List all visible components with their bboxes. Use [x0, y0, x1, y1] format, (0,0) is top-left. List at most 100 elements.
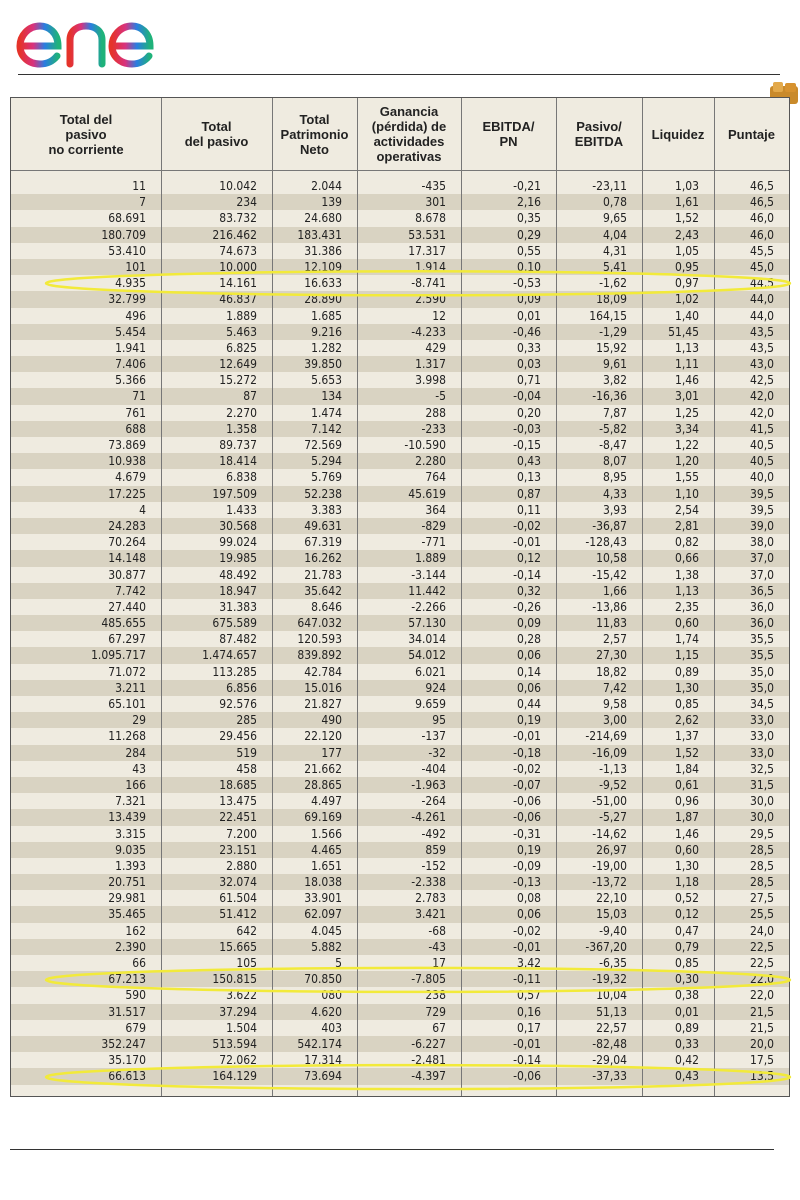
- table-cell: 288: [425, 405, 446, 420]
- table-row: 20.751 32.074 18.038 -2.338 -0,13 -13,72 1,18 2…: [11, 874, 789, 891]
- table-cell: 647.032: [297, 616, 342, 631]
- table-cell: 0,28: [516, 632, 541, 647]
- table-row: 65.101 92.576 21.827 9.659 0,44 9,58 0,85 34,5: [11, 696, 789, 712]
- table-cell: 139: [321, 195, 342, 210]
- table-cell: -82,48: [592, 1036, 627, 1051]
- table-row: 71 87 134 -5 -0,04 -16,36 3,01 42,0: [11, 388, 789, 405]
- table-cell: 31.517: [108, 1004, 146, 1019]
- column-header: Ganancia (pérdida) de actividades operat…: [371, 104, 447, 164]
- table-cell: 764: [425, 470, 446, 485]
- table-cell: 39.850: [304, 357, 342, 372]
- table-cell: 0,19: [516, 713, 541, 728]
- table-cell: 729: [425, 1004, 446, 1019]
- table-cell: 5.463: [226, 324, 257, 339]
- table-cell: 43: [132, 761, 146, 776]
- table-cell: 31.386: [304, 243, 342, 258]
- financial-table: Total del pasivo no corriente Total del p…: [10, 97, 790, 1097]
- table-cell: -492: [421, 826, 447, 841]
- table-cell: 1,25: [674, 405, 699, 420]
- table-cell: 1.474: [311, 405, 342, 420]
- table-cell: 0,08: [516, 891, 541, 906]
- table-cell: 36,0: [749, 616, 774, 631]
- table-cell: 35,5: [749, 648, 774, 663]
- table-cell: 6.021: [415, 664, 446, 679]
- column-header: Liquidez: [651, 126, 705, 142]
- table-cell: 458: [236, 761, 257, 776]
- table-cell: 352.247: [101, 1036, 146, 1051]
- table-cell: -0,21: [513, 179, 541, 193]
- table-row: 1.393 2.880 1.651 -152 -0,09 -19,00 1,30 28,5: [11, 858, 789, 874]
- table-cell: 3,42: [516, 956, 541, 970]
- table-cell: 69.169: [304, 810, 342, 825]
- table-cell: 3.383: [311, 502, 342, 517]
- table-row: 14.148 19.985 16.262 1.889 0,12 10,58 0,66 37,0: [11, 550, 789, 567]
- table-cell: -1,62: [599, 276, 627, 291]
- column-header: Puntaje: [728, 126, 775, 142]
- table-row: 688 1.358 7.142 -233 -0,03 -5,82 3,34 41,5: [11, 420, 789, 437]
- table-cell: 101: [125, 259, 146, 274]
- table-cell: 2.390: [115, 939, 146, 954]
- table-row: 70.264 99.024 67.319 -771 -0,01 -128,43 0,82 38…: [11, 534, 789, 550]
- table-cell: 0,17: [516, 1020, 541, 1035]
- table-cell: 21,5: [749, 1020, 774, 1035]
- table-cell: 0,43: [674, 1069, 699, 1084]
- table-cell: 66.613: [108, 1069, 146, 1084]
- table-row: 180.709 216.462 183.431 53.531 0,29 4,04 2,43 4…: [11, 226, 789, 243]
- table-row: 4.679 6.838 5.769 764 0,13 8,95 1,55 40,0: [11, 469, 789, 485]
- table-cell: 39,0: [749, 518, 774, 533]
- table-cell: 7: [139, 195, 146, 210]
- table-cell: 3.421: [415, 907, 446, 922]
- table-cell: 22,5: [749, 939, 774, 954]
- table-cell: 0,71: [516, 373, 541, 388]
- table-cell: -0,14: [513, 567, 541, 582]
- table-cell: 8,95: [602, 470, 627, 485]
- table-cell: 1,05: [674, 243, 699, 258]
- table-cell: -6.227: [411, 1036, 446, 1051]
- table-cell: 3,93: [602, 502, 627, 517]
- table-cell: 87.482: [219, 632, 257, 647]
- table-cell: 18,09: [596, 292, 627, 307]
- table-cell: 3,82: [602, 373, 627, 388]
- table-cell: 839.892: [297, 648, 342, 663]
- table-cell: 519: [236, 745, 257, 760]
- table-cell: 7.200: [226, 826, 257, 841]
- table-cell: 13,5: [749, 1069, 774, 1084]
- table-cell: -1,29: [599, 324, 627, 339]
- table-cell: 284: [125, 745, 146, 760]
- table-cell: 1,13: [674, 340, 699, 355]
- table-cell: -0,15: [513, 438, 541, 452]
- table-row: 7.321 13.475 4.497 -264 -0,06 -51,00 0,96 30,0: [11, 793, 789, 809]
- table-cell: 18.414: [219, 454, 257, 469]
- table-row: 43 458 21.662 -404 -0,02 -1,13 1,84 32,5: [11, 761, 789, 777]
- table-cell: 53.531: [408, 227, 446, 242]
- table-cell: 080: [321, 988, 342, 1003]
- table-cell: 28.890: [304, 292, 342, 307]
- table-cell: 62.097: [304, 907, 342, 922]
- table-cell: 72.569: [304, 438, 342, 452]
- table-row: 485.655 675.589 647.032 57.130 0,09 11,83 0,60…: [11, 615, 789, 632]
- table-cell: 74.673: [219, 243, 257, 258]
- table-cell: 12.649: [219, 357, 257, 372]
- column-divider: [714, 98, 715, 1096]
- table-cell: 0,97: [674, 276, 699, 291]
- table-cell: 0,78: [602, 195, 627, 210]
- table-cell: 9.659: [415, 697, 446, 711]
- table-cell: -6,35: [599, 956, 627, 970]
- table-row: 73.869 89.737 72.569 -10.590 -0,15 -8,47 1,22 4…: [11, 437, 789, 453]
- table-cell: -5: [435, 389, 446, 404]
- table-cell: 42,0: [749, 389, 774, 404]
- table-cell: 35.170: [108, 1053, 146, 1068]
- table-cell: 67: [432, 1020, 446, 1035]
- table-cell: 0,47: [674, 923, 699, 938]
- table-cell: 27,30: [596, 648, 627, 663]
- table-cell: 1,52: [674, 745, 699, 760]
- table-cell: 2,54: [674, 502, 699, 517]
- table-cell: 7,42: [602, 680, 627, 695]
- table-cell: 166: [125, 777, 146, 792]
- table-cell: 9,65: [602, 211, 627, 226]
- table-cell: -2.266: [411, 599, 446, 614]
- table-cell: 11,83: [596, 616, 627, 631]
- table-cell: 0,06: [516, 680, 541, 695]
- table-cell: 1,18: [674, 875, 699, 890]
- table-cell: 1.393: [115, 858, 146, 873]
